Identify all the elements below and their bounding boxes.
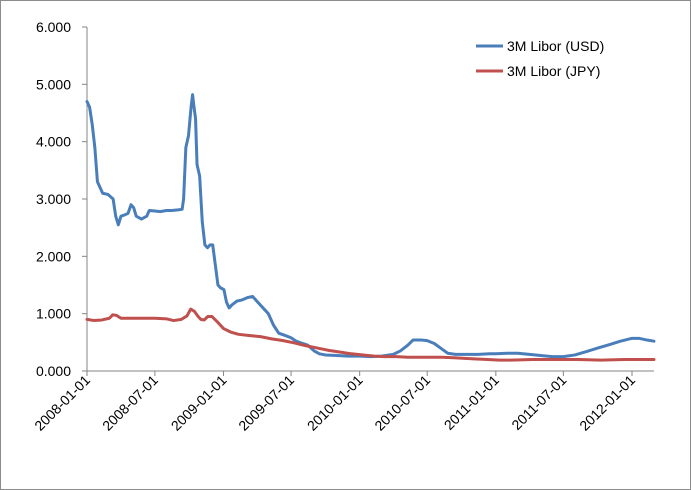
- legend: 3M Libor (USD) 3M Libor (JPY): [476, 38, 604, 79]
- legend-label-jpy: 3M Libor (JPY): [507, 63, 600, 79]
- x-tick-label: 2010-01-01: [304, 372, 366, 434]
- x-tick-label: 2009-01-01: [168, 372, 230, 434]
- y-tick-label: 1.000: [36, 306, 71, 322]
- axes: 0.000 1.000 2.000 3.000 4.000 5.000 6.000 2008-…: [31, 19, 654, 434]
- x-tick-label: 2011-01-01: [441, 372, 502, 433]
- y-tick-label: 0.000: [36, 363, 71, 379]
- y-tick-label: 6.000: [36, 19, 71, 35]
- y-tick-label: 3.000: [36, 191, 71, 207]
- x-tick-label: 2008-07-01: [99, 372, 161, 434]
- legend-label-usd: 3M Libor (USD): [507, 38, 604, 54]
- y-tick-label: 4.000: [36, 134, 71, 150]
- y-tick-label: 2.000: [36, 248, 71, 264]
- plot-area: [85, 93, 656, 362]
- x-tick-label: 2010-07-01: [371, 372, 433, 434]
- x-tick-label: 2009-07-01: [235, 372, 297, 434]
- x-tick-label: 2008-01-01: [31, 372, 93, 434]
- y-tick-label: 5.000: [36, 76, 71, 92]
- series-line-usd: [85, 93, 656, 359]
- series-line-jpy: [85, 307, 656, 362]
- x-tick-label: 2011-07-01: [508, 372, 569, 433]
- x-tick-label: 2012-01-01: [576, 372, 638, 434]
